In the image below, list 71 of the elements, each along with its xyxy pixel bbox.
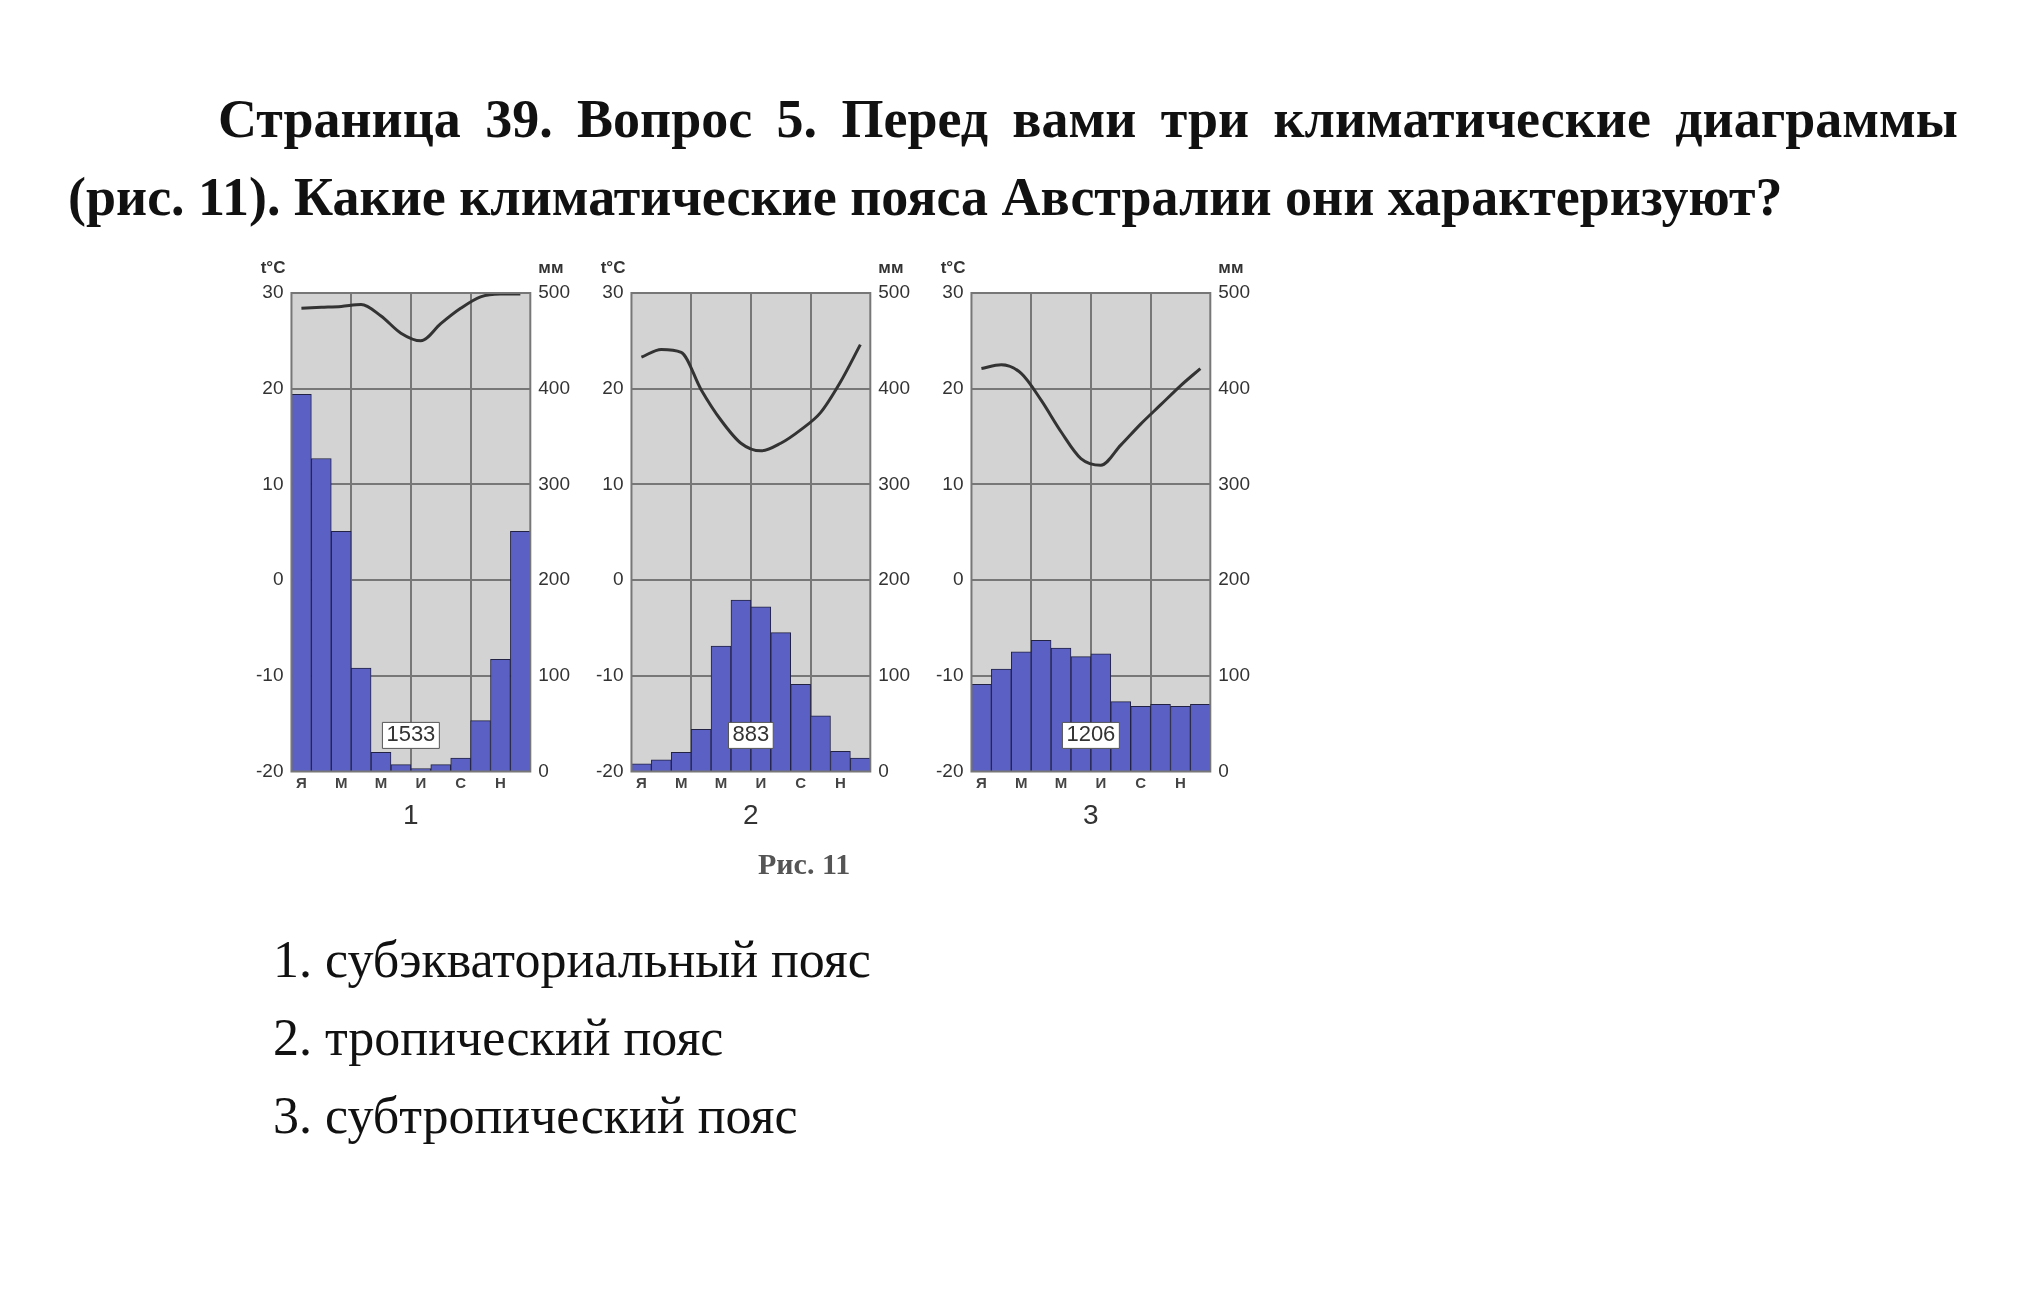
y2-tick-label: 200 [1218,567,1250,589]
y2-tick-label: 300 [1218,472,1250,494]
y2-tick-label: 100 [1218,663,1250,685]
x-tick-label: М [714,773,728,791]
annotation: 1206 [1066,721,1116,747]
x-axis-title: 1 [403,798,419,830]
y2-tick-label: 300 [538,472,570,494]
y-tick-label: 0 [272,567,284,589]
text: 1. субэкваториальный пояс [273,929,872,990]
y2-tick-label: 200 [538,567,570,589]
y2-tick-label: 300 [878,472,910,494]
x-tick-label: Н [495,773,506,791]
y-tick-label: 20 [602,376,624,398]
y-tick-label: -10 [255,663,284,685]
x-tick-label: Я [976,773,987,791]
y2-tick-label: 100 [538,663,570,685]
x-tick-label: С [1135,773,1147,791]
x-tick-label: Я [636,773,647,791]
x-tick-label: М [1014,773,1028,791]
x-tick-label: М [674,773,688,791]
y2-tick-label: 200 [878,567,910,589]
y-tick-label: 30 [942,280,964,302]
y-axis-title: t°C [600,257,626,277]
y2-tick-label: 500 [538,280,570,302]
y-tick-label: -20 [595,759,624,781]
y-axis-title: t°C [940,257,966,277]
y-tick-label: -10 [935,663,964,685]
y-tick-label: 30 [262,280,284,302]
y-tick-label: 20 [262,376,284,398]
x-tick-label: М [1054,773,1068,791]
y-tick-label: 10 [602,472,624,494]
x-tick-label: И [755,773,767,791]
y-tick-label: 0 [952,567,964,589]
text: 3. субтропический пояс [273,1085,799,1146]
y-tick-label: 0 [612,567,624,589]
y2-tick-label: 500 [878,280,910,302]
y2-axis-title: мм [538,257,564,277]
y-tick-label: 10 [942,472,964,494]
y-tick-label: 10 [262,472,284,494]
y2-tick-label: 0 [538,759,549,781]
y-axis-title: t°C [260,257,286,277]
annotation: 883 [732,721,770,747]
x-tick-label: Н [835,773,846,791]
x-axis-title: 3 [1083,798,1099,830]
y2-tick-label: 400 [878,376,910,398]
y2-tick-label: 0 [878,759,889,781]
y2-tick-label: 100 [878,663,910,685]
x-tick-label: С [455,773,467,791]
x-tick-label: М [334,773,348,791]
y2-tick-label: 400 [538,376,570,398]
x-tick-label: Я [296,773,307,791]
y-tick-label: -20 [935,759,964,781]
text: 2. тропический пояс [273,1007,725,1068]
y-tick-label: 30 [602,280,624,302]
x-tick-label: М [374,773,388,791]
annotation: 1533 [386,721,436,747]
y-tick-label: -20 [255,759,284,781]
y2-axis-title: мм [878,257,904,277]
y-tick-label: -10 [595,663,624,685]
y2-tick-label: 0 [1218,759,1229,781]
x-tick-label: С [795,773,807,791]
x-tick-label: И [1095,773,1107,791]
y2-tick-label: 400 [1218,376,1250,398]
y2-axis-title: мм [1218,257,1244,277]
y-tick-label: 20 [942,376,964,398]
x-tick-label: И [415,773,427,791]
y2-tick-label: 500 [1218,280,1250,302]
text: Рис. 11 [758,846,852,881]
text: Страница 39. Вопрос 5. Перед вами три климатические диаграммы (рис. 11). Какие климатические пояса Австралии они характеризуют? [68,88,1958,230]
x-tick-label: Н [1175,773,1186,791]
x-axis-title: 2 [743,798,759,830]
